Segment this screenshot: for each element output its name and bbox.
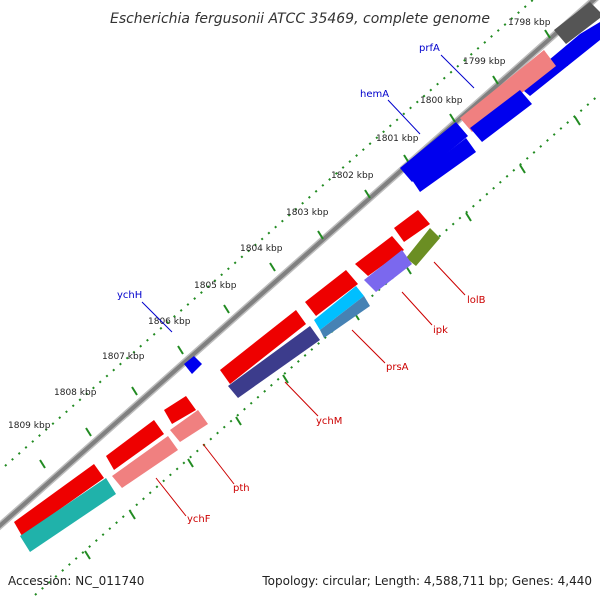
inner-major-ticks <box>84 116 581 560</box>
gene-prsA-arrow-light[interactable] <box>314 286 364 330</box>
tick-label: 1804 kbp <box>240 244 283 254</box>
tick-labels: 1798 kbp 1799 kbp 1800 kbp 1801 kbp 1802… <box>8 18 551 431</box>
genome-summary-text: Topology: circular; Length: 4,588,711 bp… <box>261 574 592 588</box>
gene-hemA-arrow[interactable] <box>470 90 532 142</box>
gene-red-feature[interactable] <box>355 236 404 276</box>
gene-label-prfA[interactable]: prfA <box>419 43 440 54</box>
backbone <box>0 0 597 529</box>
tick-label: 1806 kbp <box>148 317 191 327</box>
reverse-strand-genes <box>14 210 440 552</box>
gene-ychM-arrow[interactable] <box>228 326 320 398</box>
gene-labels: prfA hemA ychH lolB ipk prsA ychM pth yc… <box>117 43 486 525</box>
gene-pink-feature[interactable] <box>460 50 556 132</box>
gene-label-lolB[interactable]: lolB <box>467 295 486 306</box>
gene-prsA-arrow-dark[interactable] <box>320 296 370 338</box>
forward-strand-genes <box>184 2 600 374</box>
gene-ipk-arrow[interactable] <box>364 250 412 292</box>
tick-label: 1803 kbp <box>286 208 329 218</box>
gene-blue-feature[interactable] <box>412 138 476 192</box>
gene-label-ychH[interactable]: ychH <box>117 290 142 301</box>
gene-red-feature[interactable] <box>394 210 430 242</box>
tick-label: 1807 kbp <box>102 352 145 362</box>
gene-ychF-arrow-cyan[interactable] <box>20 478 116 552</box>
gene-red-feature[interactable] <box>164 396 196 424</box>
gene-small-blue-tip[interactable] <box>556 56 568 66</box>
gene-label-hemA[interactable]: hemA <box>360 89 389 100</box>
outer-tick-ring <box>4 0 535 467</box>
gene-gray-feature[interactable] <box>554 2 600 44</box>
gene-lolB-arrow[interactable] <box>406 228 440 266</box>
label-leader-lines <box>141 54 475 517</box>
gene-red-feature[interactable] <box>220 310 306 384</box>
accession-text: Accession: NC_011740 <box>8 574 144 588</box>
tick-label: 1801 kbp <box>376 134 419 144</box>
tick-label: 1798 kbp <box>508 18 551 28</box>
outer-major-ticks <box>39 29 551 469</box>
tick-label: 1805 kbp <box>194 281 237 291</box>
gene-pink-feature[interactable] <box>112 436 178 488</box>
gene-pth-arrow[interactable] <box>170 410 208 442</box>
gene-blue-feature[interactable] <box>400 122 468 182</box>
gene-label-ychM[interactable]: ychM <box>316 416 342 427</box>
gene-label-ipk[interactable]: ipk <box>433 325 448 336</box>
gene-label-prsA[interactable]: prsA <box>386 362 409 373</box>
gene-label-ychF[interactable]: ychF <box>187 514 211 525</box>
tick-label: 1808 kbp <box>54 388 97 398</box>
gene-ychF-arrow-red[interactable] <box>14 464 104 536</box>
gene-label-pth[interactable]: pth <box>233 483 250 494</box>
tick-label: 1802 kbp <box>331 171 374 181</box>
gene-red-feature[interactable] <box>106 420 164 470</box>
map-title: Escherichia fergusonii ATCC 35469, compl… <box>110 11 490 27</box>
gene-red-feature[interactable] <box>305 270 358 316</box>
inner-tick-ring <box>34 92 600 596</box>
tick-label: 1800 kbp <box>420 96 463 106</box>
tick-label: 1799 kbp <box>463 57 506 67</box>
gene-ychH-arrow[interactable] <box>184 356 202 374</box>
tick-label: 1809 kbp <box>8 421 51 431</box>
